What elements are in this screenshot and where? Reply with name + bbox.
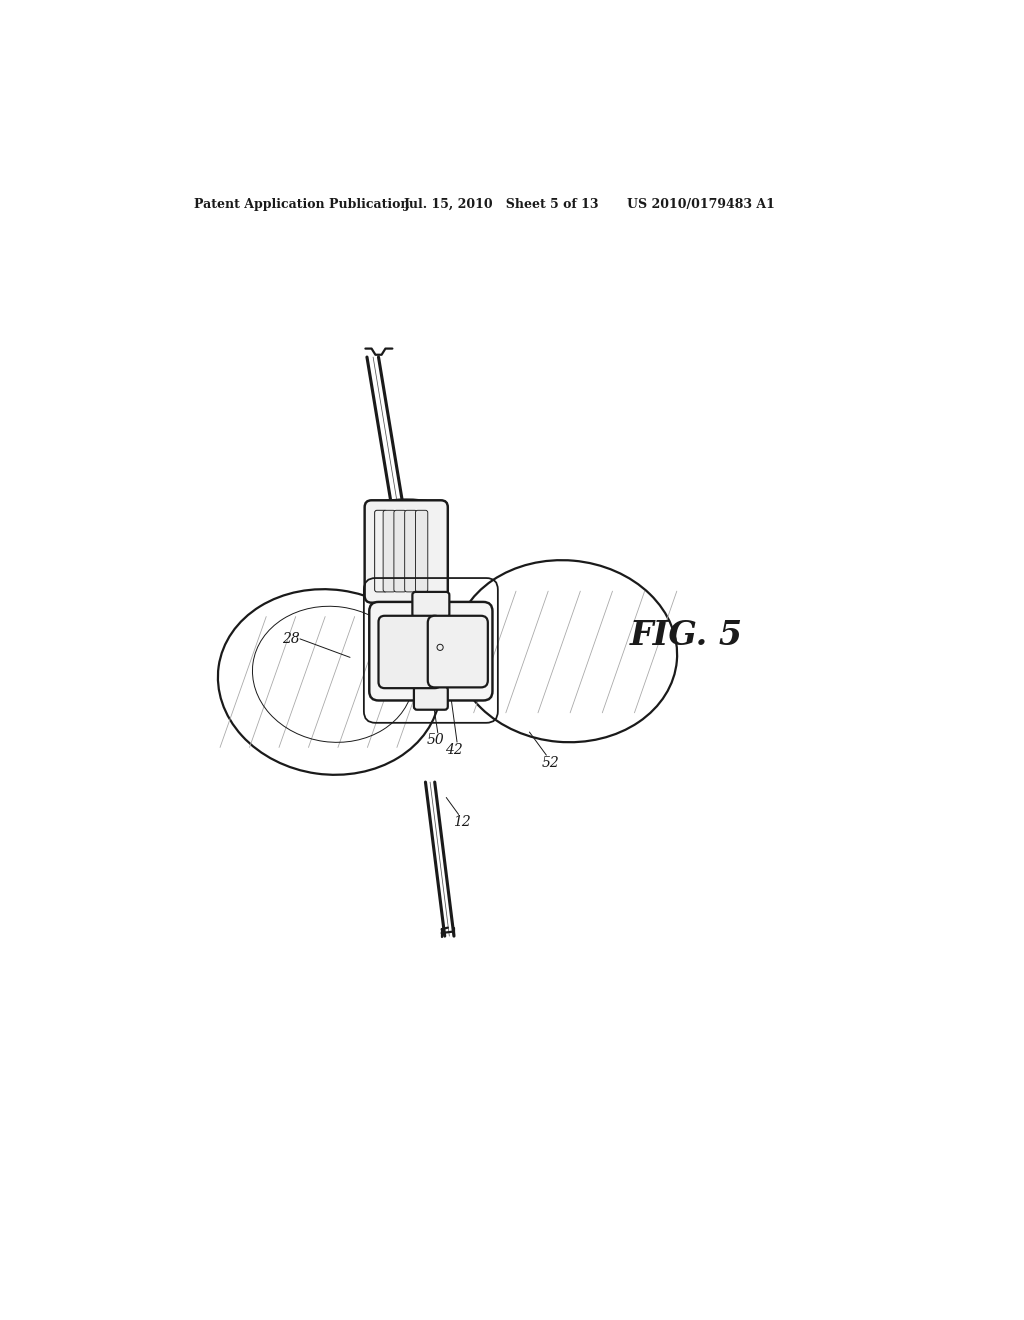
Text: Patent Application Publication: Patent Application Publication <box>194 198 410 211</box>
Text: 28: 28 <box>282 632 300 645</box>
Text: 42: 42 <box>445 743 463 756</box>
FancyBboxPatch shape <box>365 500 447 603</box>
FancyBboxPatch shape <box>404 511 417 591</box>
Text: Jul. 15, 2010   Sheet 5 of 13: Jul. 15, 2010 Sheet 5 of 13 <box>403 198 599 211</box>
Text: US 2010/0179483 A1: US 2010/0179483 A1 <box>628 198 775 211</box>
FancyBboxPatch shape <box>416 511 428 591</box>
FancyBboxPatch shape <box>394 511 407 591</box>
FancyBboxPatch shape <box>414 686 447 710</box>
FancyBboxPatch shape <box>413 591 450 618</box>
Text: 50: 50 <box>427 733 444 747</box>
FancyBboxPatch shape <box>428 615 487 688</box>
Text: 12: 12 <box>453 816 471 829</box>
Text: FIG. 5: FIG. 5 <box>630 619 742 652</box>
Text: 52: 52 <box>542 756 559 770</box>
FancyBboxPatch shape <box>370 602 493 701</box>
FancyBboxPatch shape <box>379 615 441 688</box>
FancyBboxPatch shape <box>383 511 395 591</box>
